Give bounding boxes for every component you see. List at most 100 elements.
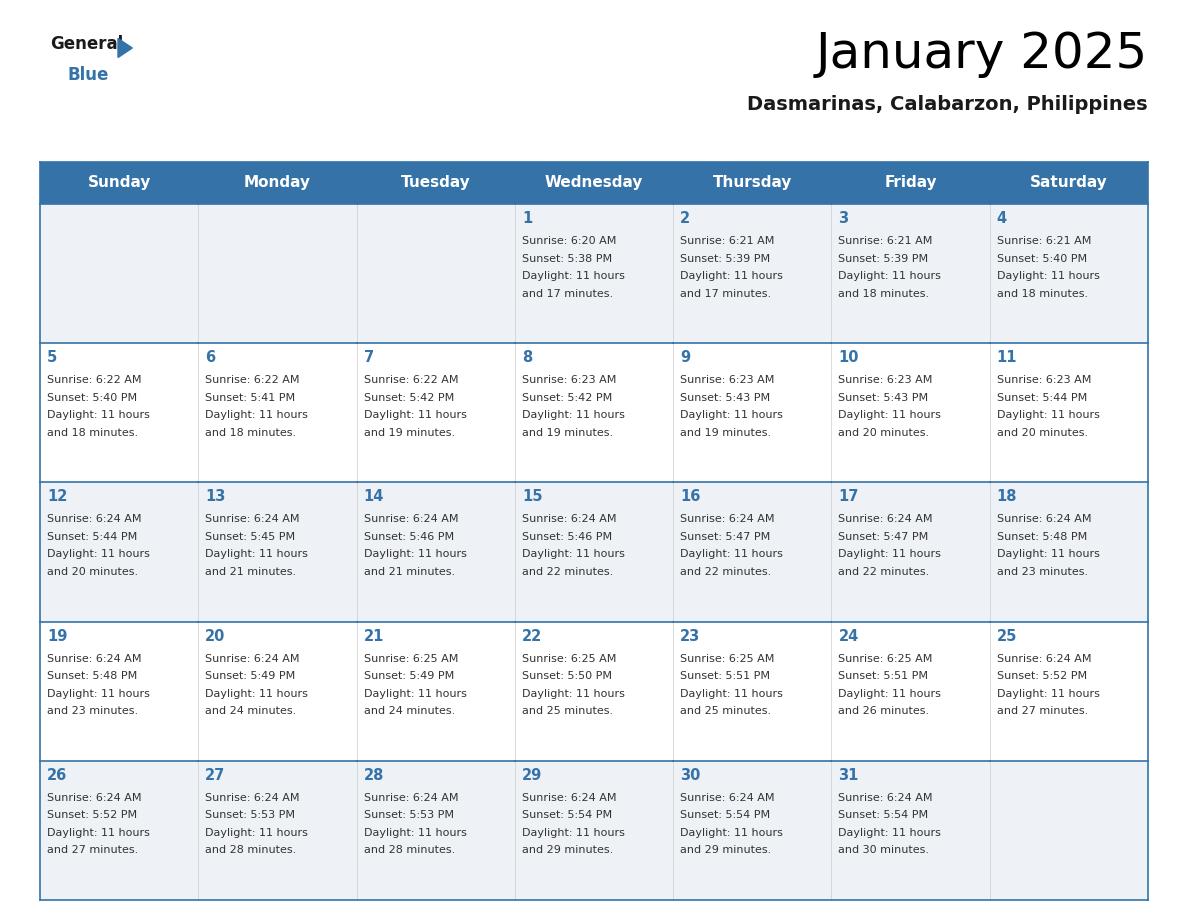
Text: Daylight: 11 hours: Daylight: 11 hours — [839, 828, 941, 838]
Bar — [674, 204, 832, 343]
Text: and 29 minutes.: and 29 minutes. — [681, 845, 771, 856]
Text: and 28 minutes.: and 28 minutes. — [364, 845, 455, 856]
Text: Sunset: 5:53 PM: Sunset: 5:53 PM — [364, 811, 454, 821]
Text: Sunrise: 6:25 AM: Sunrise: 6:25 AM — [522, 654, 617, 664]
Text: 29: 29 — [522, 767, 542, 783]
Text: Daylight: 11 hours: Daylight: 11 hours — [206, 549, 308, 559]
Text: Daylight: 11 hours: Daylight: 11 hours — [522, 271, 625, 281]
Bar — [990, 761, 1148, 900]
Text: Sunrise: 6:23 AM: Sunrise: 6:23 AM — [522, 375, 617, 386]
Text: Sunrise: 6:21 AM: Sunrise: 6:21 AM — [681, 236, 775, 246]
Text: Daylight: 11 hours: Daylight: 11 hours — [839, 549, 941, 559]
Text: Sunset: 5:49 PM: Sunset: 5:49 PM — [364, 671, 454, 681]
Text: Sunset: 5:51 PM: Sunset: 5:51 PM — [839, 671, 929, 681]
Bar — [514, 482, 674, 621]
Text: and 17 minutes.: and 17 minutes. — [681, 288, 771, 298]
Text: Thursday: Thursday — [713, 175, 792, 191]
Text: Sunrise: 6:24 AM: Sunrise: 6:24 AM — [839, 793, 933, 803]
Text: Sunrise: 6:23 AM: Sunrise: 6:23 AM — [839, 375, 933, 386]
Text: 21: 21 — [364, 629, 384, 644]
Bar — [832, 482, 990, 621]
Text: Sunrise: 6:24 AM: Sunrise: 6:24 AM — [48, 793, 141, 803]
Text: 22: 22 — [522, 629, 542, 644]
Text: 17: 17 — [839, 489, 859, 504]
Text: Daylight: 11 hours: Daylight: 11 hours — [48, 688, 150, 699]
Text: and 22 minutes.: and 22 minutes. — [839, 567, 930, 577]
Text: Sunset: 5:43 PM: Sunset: 5:43 PM — [681, 393, 770, 403]
Text: and 18 minutes.: and 18 minutes. — [997, 288, 1088, 298]
Text: and 22 minutes.: and 22 minutes. — [522, 567, 613, 577]
Bar — [40, 482, 198, 621]
Text: 4: 4 — [997, 211, 1007, 226]
Text: Sunrise: 6:25 AM: Sunrise: 6:25 AM — [364, 654, 457, 664]
Text: 13: 13 — [206, 489, 226, 504]
Text: Sunset: 5:47 PM: Sunset: 5:47 PM — [839, 532, 929, 542]
Text: Daylight: 11 hours: Daylight: 11 hours — [206, 410, 308, 420]
Text: Sunset: 5:54 PM: Sunset: 5:54 PM — [522, 811, 612, 821]
Text: and 25 minutes.: and 25 minutes. — [522, 706, 613, 716]
Text: Daylight: 11 hours: Daylight: 11 hours — [48, 828, 150, 838]
Text: Daylight: 11 hours: Daylight: 11 hours — [206, 688, 308, 699]
Text: Daylight: 11 hours: Daylight: 11 hours — [522, 410, 625, 420]
Text: Daylight: 11 hours: Daylight: 11 hours — [681, 549, 783, 559]
Text: Daylight: 11 hours: Daylight: 11 hours — [522, 828, 625, 838]
Text: Daylight: 11 hours: Daylight: 11 hours — [681, 410, 783, 420]
Text: and 26 minutes.: and 26 minutes. — [839, 706, 929, 716]
Bar — [40, 343, 198, 482]
Text: Sunset: 5:50 PM: Sunset: 5:50 PM — [522, 671, 612, 681]
Text: Sunset: 5:42 PM: Sunset: 5:42 PM — [522, 393, 612, 403]
Text: Daylight: 11 hours: Daylight: 11 hours — [206, 828, 308, 838]
Bar — [198, 621, 356, 761]
Bar — [514, 343, 674, 482]
Text: Daylight: 11 hours: Daylight: 11 hours — [997, 688, 1100, 699]
Text: Sunset: 5:39 PM: Sunset: 5:39 PM — [839, 253, 929, 263]
Bar — [40, 761, 198, 900]
Text: 8: 8 — [522, 350, 532, 365]
Text: and 29 minutes.: and 29 minutes. — [522, 845, 613, 856]
Text: 3: 3 — [839, 211, 848, 226]
Text: and 20 minutes.: and 20 minutes. — [997, 428, 1088, 438]
Text: Sunset: 5:54 PM: Sunset: 5:54 PM — [839, 811, 929, 821]
Text: Sunrise: 6:25 AM: Sunrise: 6:25 AM — [681, 654, 775, 664]
Text: Wednesday: Wednesday — [545, 175, 643, 191]
Text: Daylight: 11 hours: Daylight: 11 hours — [997, 549, 1100, 559]
Text: Sunset: 5:54 PM: Sunset: 5:54 PM — [681, 811, 770, 821]
Bar — [832, 761, 990, 900]
Text: January 2025: January 2025 — [816, 30, 1148, 78]
Text: Sunrise: 6:21 AM: Sunrise: 6:21 AM — [997, 236, 1091, 246]
Text: Sunrise: 6:24 AM: Sunrise: 6:24 AM — [364, 793, 459, 803]
Bar — [40, 621, 198, 761]
Text: Daylight: 11 hours: Daylight: 11 hours — [364, 688, 467, 699]
Text: Sunrise: 6:21 AM: Sunrise: 6:21 AM — [839, 236, 933, 246]
Bar — [674, 482, 832, 621]
Text: Saturday: Saturday — [1030, 175, 1107, 191]
Bar — [356, 482, 514, 621]
Bar — [40, 162, 1148, 204]
Text: Daylight: 11 hours: Daylight: 11 hours — [48, 410, 150, 420]
Bar — [40, 204, 198, 343]
Text: 25: 25 — [997, 629, 1017, 644]
Text: and 20 minutes.: and 20 minutes. — [839, 428, 929, 438]
Text: 14: 14 — [364, 489, 384, 504]
Text: Sunrise: 6:22 AM: Sunrise: 6:22 AM — [206, 375, 299, 386]
Text: Sunrise: 6:22 AM: Sunrise: 6:22 AM — [48, 375, 141, 386]
Text: 7: 7 — [364, 350, 374, 365]
Bar — [356, 761, 514, 900]
Text: 1: 1 — [522, 211, 532, 226]
Text: Sunday: Sunday — [88, 175, 151, 191]
Text: Dasmarinas, Calabarzon, Philippines: Dasmarinas, Calabarzon, Philippines — [747, 95, 1148, 114]
Text: Sunset: 5:40 PM: Sunset: 5:40 PM — [48, 393, 137, 403]
Text: 12: 12 — [48, 489, 68, 504]
Bar — [990, 621, 1148, 761]
Text: 26: 26 — [48, 767, 68, 783]
Text: Sunrise: 6:24 AM: Sunrise: 6:24 AM — [997, 654, 1092, 664]
Bar — [198, 204, 356, 343]
Text: and 22 minutes.: and 22 minutes. — [681, 567, 771, 577]
Text: 23: 23 — [681, 629, 701, 644]
Text: Sunset: 5:41 PM: Sunset: 5:41 PM — [206, 393, 296, 403]
Text: and 19 minutes.: and 19 minutes. — [522, 428, 613, 438]
Text: and 18 minutes.: and 18 minutes. — [839, 288, 929, 298]
Text: Sunset: 5:49 PM: Sunset: 5:49 PM — [206, 671, 296, 681]
Text: Sunrise: 6:23 AM: Sunrise: 6:23 AM — [997, 375, 1091, 386]
Text: 20: 20 — [206, 629, 226, 644]
